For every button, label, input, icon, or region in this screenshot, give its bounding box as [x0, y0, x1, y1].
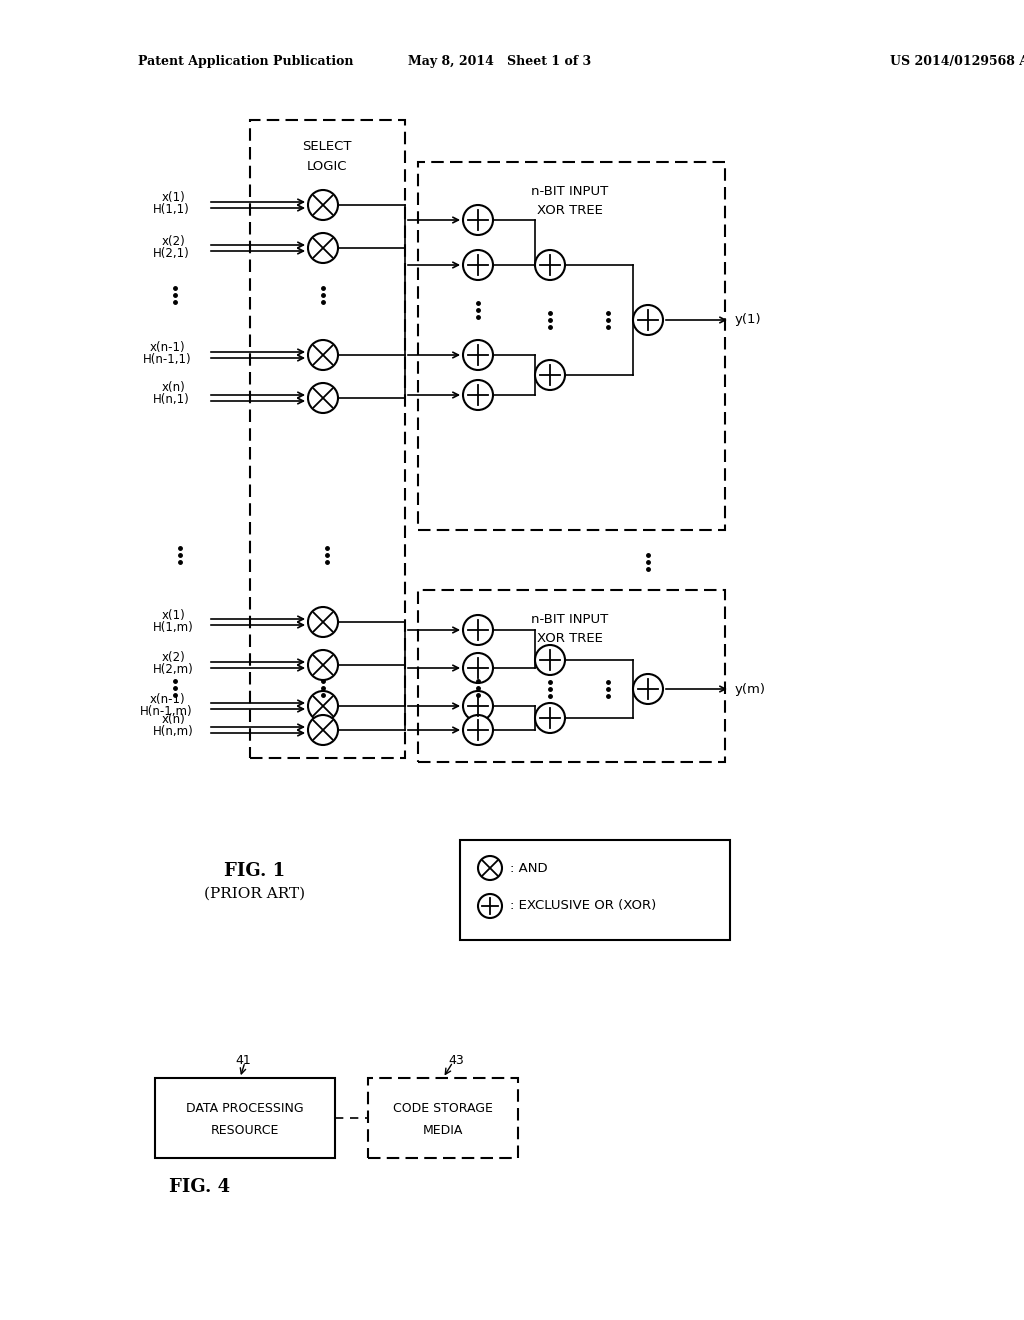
Text: 43: 43: [449, 1053, 464, 1067]
Text: FIG. 1: FIG. 1: [224, 862, 286, 880]
Circle shape: [463, 341, 493, 370]
Text: US 2014/0129568 A1: US 2014/0129568 A1: [890, 55, 1024, 69]
Text: y(1): y(1): [735, 314, 762, 326]
Text: Patent Application Publication: Patent Application Publication: [138, 55, 353, 69]
Text: H(n,m): H(n,m): [153, 726, 194, 738]
Text: : EXCLUSIVE OR (XOR): : EXCLUSIVE OR (XOR): [510, 899, 656, 912]
Circle shape: [308, 341, 338, 370]
Text: : AND: : AND: [510, 862, 548, 874]
Circle shape: [463, 653, 493, 682]
Circle shape: [633, 675, 663, 704]
Text: x(2): x(2): [162, 235, 185, 248]
Text: DATA PROCESSING: DATA PROCESSING: [186, 1101, 304, 1114]
Text: 41: 41: [234, 1053, 251, 1067]
Text: H(n,1): H(n,1): [153, 393, 189, 407]
Bar: [460, 840, 730, 940]
Text: x(n): x(n): [162, 714, 185, 726]
Text: SELECT: SELECT: [302, 140, 352, 153]
Text: n-BIT INPUT: n-BIT INPUT: [531, 185, 608, 198]
Circle shape: [478, 894, 502, 917]
Text: H(1,1): H(1,1): [153, 203, 189, 216]
Text: RESOURCE: RESOURCE: [211, 1123, 280, 1137]
Text: y(m): y(m): [735, 682, 766, 696]
Circle shape: [308, 649, 338, 680]
Circle shape: [463, 615, 493, 645]
Text: x(n-1): x(n-1): [150, 693, 185, 705]
Bar: [418, 162, 725, 531]
Text: x(n): x(n): [162, 381, 185, 395]
Circle shape: [308, 383, 338, 413]
Text: x(1): x(1): [162, 191, 185, 205]
Circle shape: [463, 380, 493, 411]
Text: XOR TREE: XOR TREE: [537, 632, 603, 645]
Circle shape: [308, 607, 338, 638]
Circle shape: [535, 704, 565, 733]
Text: x(1): x(1): [162, 610, 185, 623]
Bar: [155, 1078, 335, 1158]
Text: CODE STORAGE: CODE STORAGE: [393, 1101, 493, 1114]
Text: (PRIOR ART): (PRIOR ART): [205, 887, 305, 902]
Text: LOGIC: LOGIC: [307, 160, 347, 173]
Circle shape: [463, 205, 493, 235]
Circle shape: [463, 249, 493, 280]
Circle shape: [535, 645, 565, 675]
Circle shape: [478, 855, 502, 880]
Text: May 8, 2014   Sheet 1 of 3: May 8, 2014 Sheet 1 of 3: [409, 55, 592, 69]
Circle shape: [535, 249, 565, 280]
Text: x(2): x(2): [162, 652, 185, 664]
Text: H(1,m): H(1,m): [153, 622, 194, 635]
Circle shape: [633, 305, 663, 335]
Text: MEDIA: MEDIA: [423, 1123, 463, 1137]
Circle shape: [308, 690, 338, 721]
Circle shape: [308, 234, 338, 263]
Circle shape: [463, 690, 493, 721]
Circle shape: [308, 715, 338, 744]
Text: n-BIT INPUT: n-BIT INPUT: [531, 612, 608, 626]
Text: FIG. 4: FIG. 4: [169, 1177, 230, 1196]
Text: H(n-1,m): H(n-1,m): [140, 705, 193, 718]
Text: H(2,m): H(2,m): [153, 664, 194, 676]
Text: XOR TREE: XOR TREE: [537, 205, 603, 216]
Bar: [250, 120, 406, 758]
Bar: [418, 590, 725, 762]
Circle shape: [535, 360, 565, 389]
Text: H(2,1): H(2,1): [153, 247, 189, 260]
Bar: [368, 1078, 518, 1158]
Circle shape: [308, 190, 338, 220]
Circle shape: [463, 715, 493, 744]
Text: H(n-1,1): H(n-1,1): [143, 354, 191, 367]
Text: x(n-1): x(n-1): [150, 342, 185, 355]
